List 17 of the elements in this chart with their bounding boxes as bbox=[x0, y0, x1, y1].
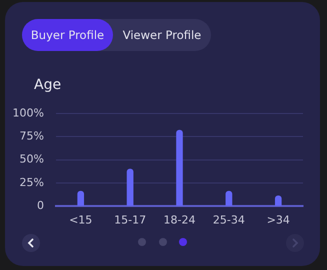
y-tick-label: 0 bbox=[37, 198, 44, 212]
text: Buyer Profile bbox=[22, 19, 113, 51]
y-tick-label: 25% bbox=[20, 176, 44, 189]
text: Viewer Profile bbox=[122, 27, 202, 44]
x-tick-label: 18-24 bbox=[164, 213, 196, 226]
bar bbox=[226, 190, 232, 206]
y-tick-label: 50% bbox=[20, 152, 44, 166]
bar bbox=[176, 130, 183, 206]
bar bbox=[77, 190, 84, 206]
bar bbox=[126, 168, 134, 206]
x-tick-label: >34 bbox=[266, 213, 290, 226]
x-tick-label: 15-17 bbox=[114, 213, 146, 226]
x-tick-label: <15 bbox=[69, 213, 92, 226]
y-tick-label: 75% bbox=[20, 130, 44, 143]
x-tick-label: 25-34 bbox=[212, 213, 245, 226]
y-tick-label: 100% bbox=[12, 106, 44, 120]
chart-title: Age bbox=[34, 77, 62, 93]
